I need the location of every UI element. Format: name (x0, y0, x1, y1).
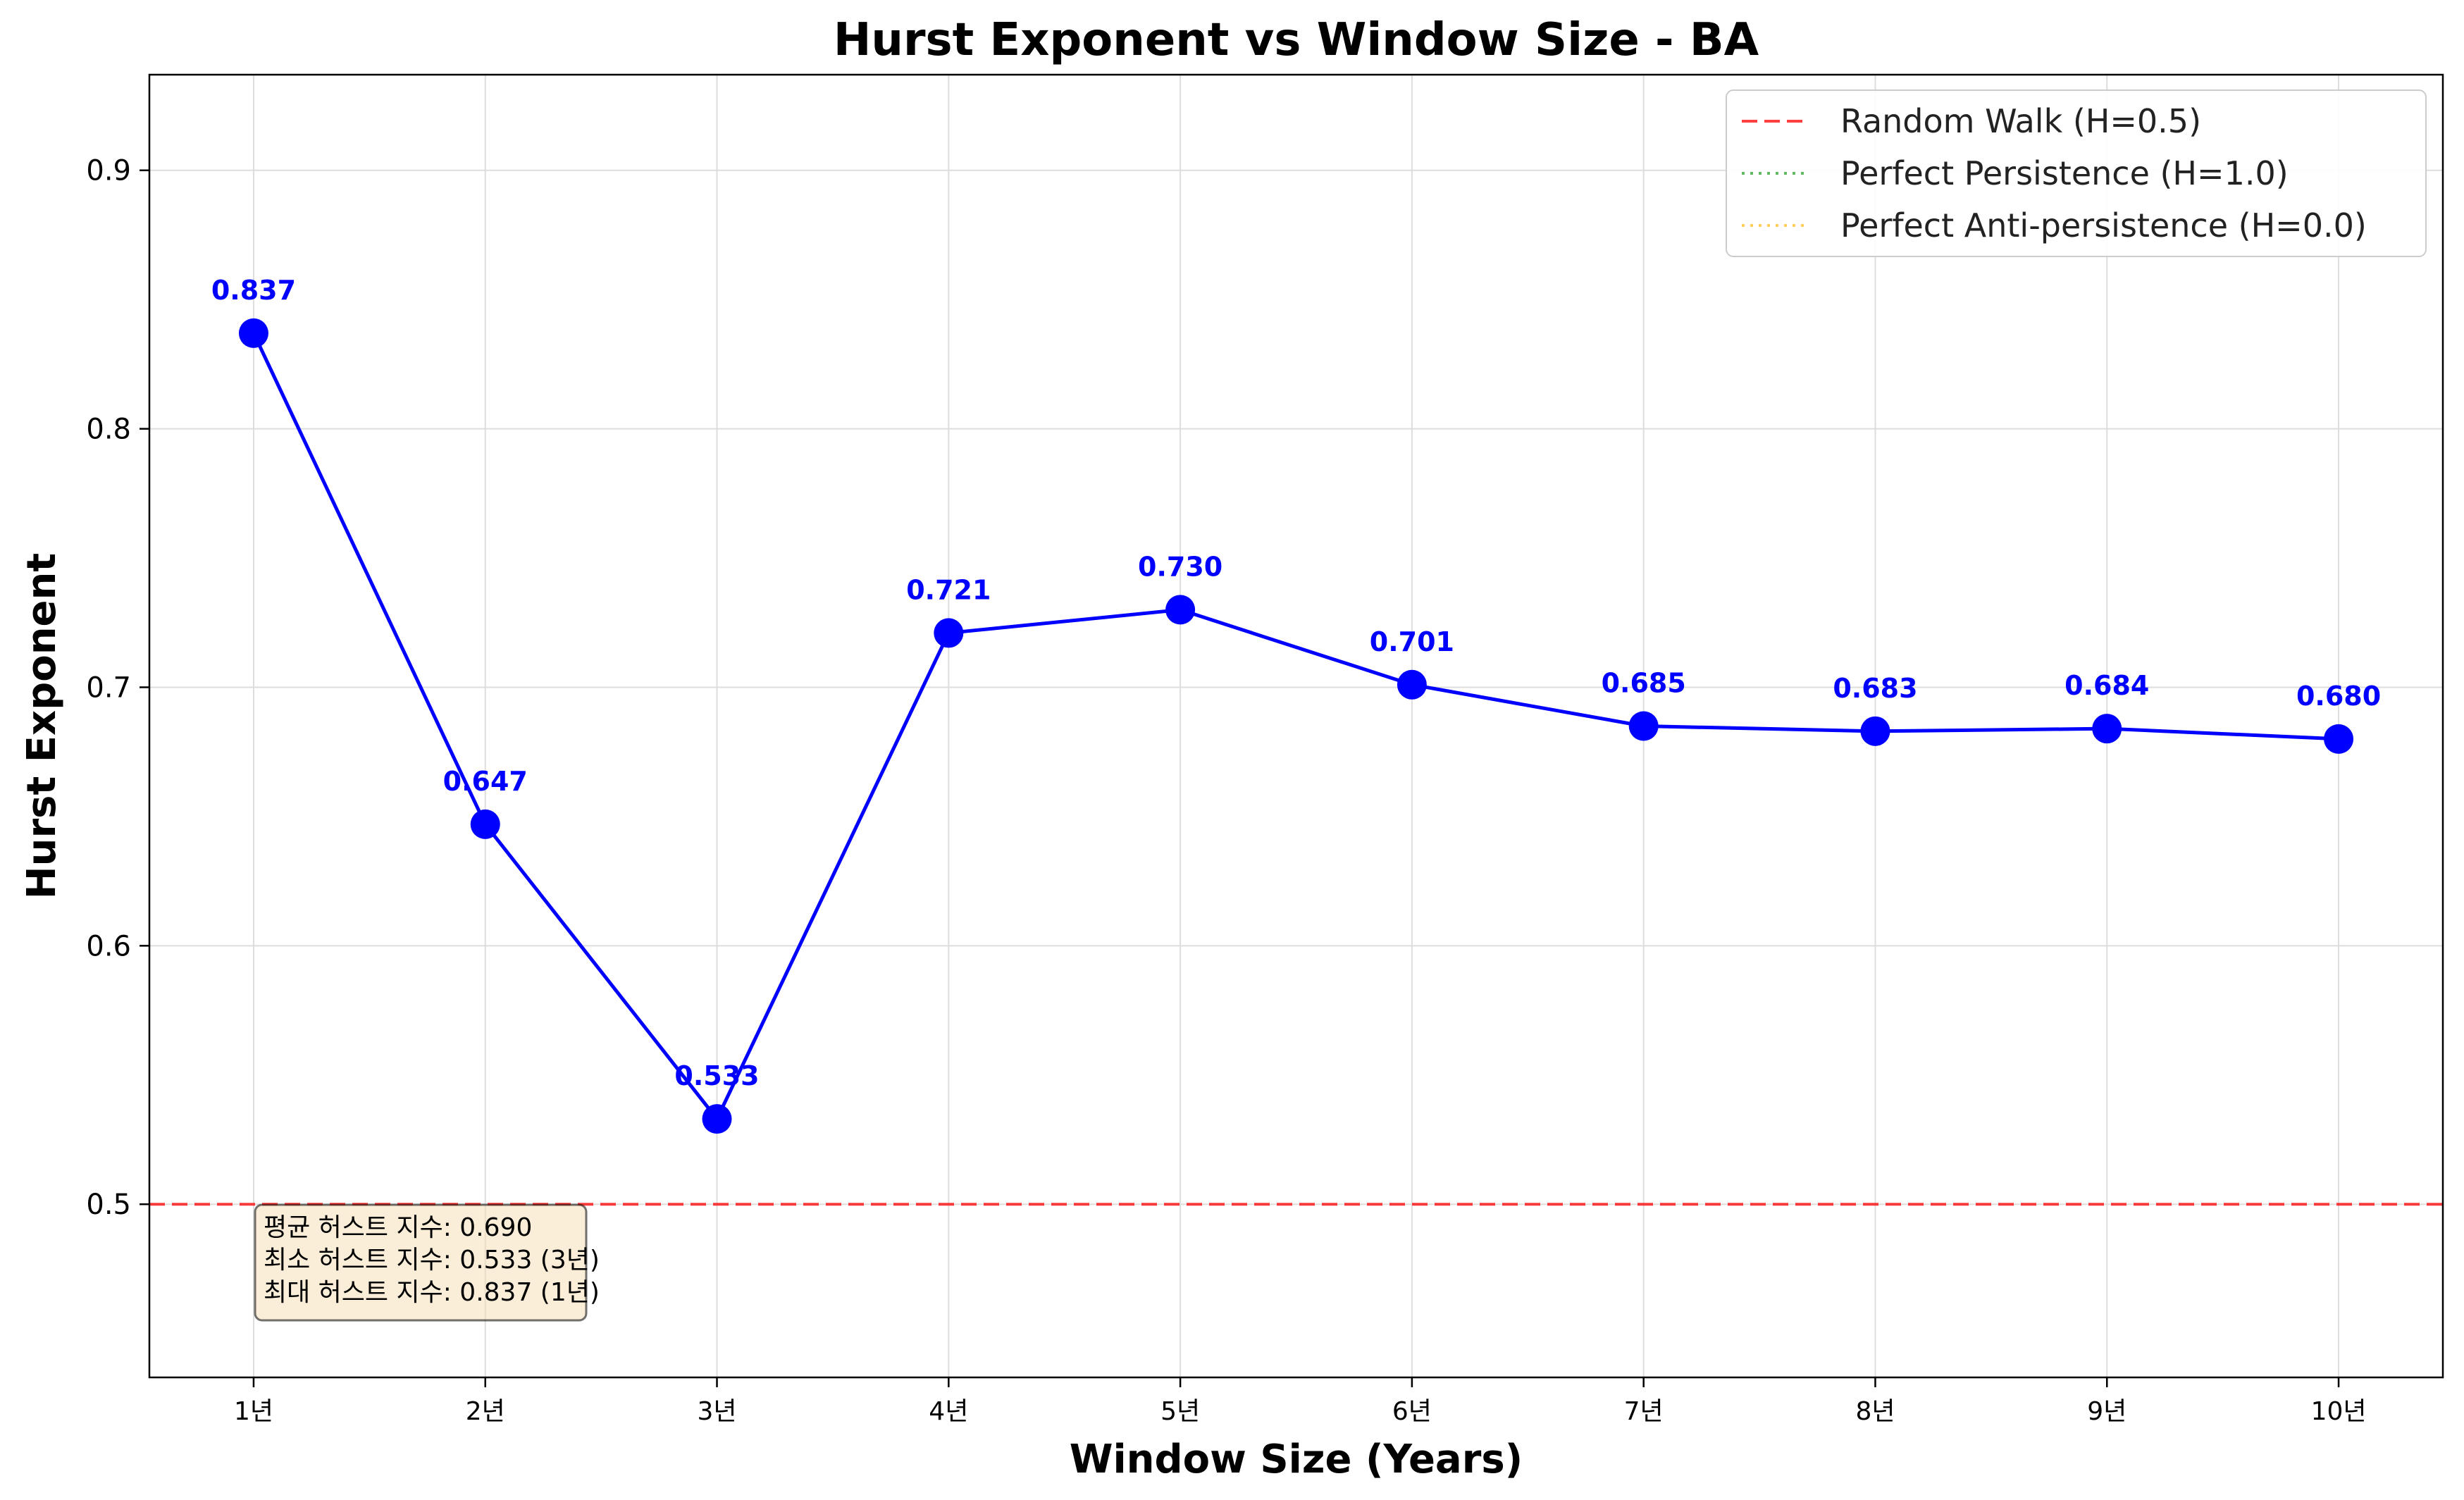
y-axis-ticks: 0.5 0.6 0.7 0.8 0.9 (86, 155, 149, 1221)
x-tick-label: 8년 (1855, 1397, 1895, 1426)
data-label: 0.680 (2296, 681, 2381, 712)
data-point (1860, 716, 1890, 746)
legend-label: Random Walk (H=0.5) (1840, 102, 2201, 140)
data-point (1165, 595, 1196, 625)
data-label: 0.683 (1833, 673, 1917, 704)
x-tick-label: 4년 (929, 1397, 968, 1426)
stats-line: 평균 허스트 지수: 0.690 (264, 1213, 532, 1242)
data-label: 0.837 (211, 275, 296, 306)
x-tick-label: 3년 (698, 1397, 737, 1426)
plot-area-frame (148, 73, 2444, 1379)
data-point (470, 809, 500, 839)
y-tick-label: 0.9 (86, 155, 131, 187)
x-tick-label: 5년 (1160, 1397, 1200, 1426)
x-tick-label: 9년 (2087, 1397, 2126, 1426)
x-axis-title: Window Size (Years) (1070, 1437, 1523, 1482)
x-tick-label: 6년 (1392, 1397, 1432, 1426)
x-tick-label: 7년 (1624, 1397, 1664, 1426)
data-label: 0.721 (906, 574, 991, 605)
x-tick-label: 10년 (2311, 1397, 2367, 1426)
y-axis-title: Hurst Exponent (19, 553, 65, 899)
stats-box: 평균 허스트 지수: 0.690 최소 허스트 지수: 0.533 (3년) 최대 … (254, 1203, 600, 1322)
stats-line: 최대 허스트 지수: 0.837 (1년) (264, 1278, 600, 1307)
x-axis-ticks: 1년 2년 3년 4년 5년 6년 7년 8년 9년 10년 (234, 1377, 2367, 1426)
y-tick-label: 0.7 (86, 671, 131, 704)
data-label: 0.701 (1370, 626, 1454, 657)
stats-box-frame (254, 1203, 588, 1322)
x-tick-label: 2년 (466, 1397, 505, 1426)
y-tick-label: 0.5 (86, 1189, 131, 1221)
data-label: 0.730 (1138, 551, 1222, 582)
data-label: 0.533 (674, 1060, 759, 1091)
data-point (934, 618, 964, 648)
data-label: 0.685 (1602, 668, 1686, 699)
data-label: 0.647 (443, 766, 528, 797)
legend: Random Walk (H=0.5) Perfect Persistence (… (1726, 89, 2427, 257)
data-point (1397, 669, 1427, 700)
legend-label: Perfect Persistence (H=1.0) (1840, 154, 2289, 192)
stats-line: 최소 허스트 지수: 0.533 (3년) (264, 1246, 600, 1275)
chart-title: Hurst Exponent vs Window Size - BA (834, 14, 1759, 66)
y-tick-label: 0.6 (86, 930, 131, 962)
legend-box (1726, 89, 2427, 257)
y-tick-label: 0.8 (86, 414, 131, 446)
data-point (238, 318, 268, 348)
legend-label: Perfect Anti-persistence (H=0.0) (1840, 206, 2367, 244)
series-line (252, 332, 2339, 1121)
data-label: 0.684 (2064, 670, 2149, 701)
data-point (702, 1104, 732, 1134)
data-series (238, 318, 2354, 1134)
data-labels: 0.837 0.647 0.533 0.721 0.730 0.701 0.685 0.683… (211, 275, 2381, 1091)
data-point (1628, 711, 1659, 741)
data-point (2324, 724, 2354, 754)
data-point (2092, 714, 2122, 744)
x-tick-label: 1년 (234, 1397, 273, 1426)
